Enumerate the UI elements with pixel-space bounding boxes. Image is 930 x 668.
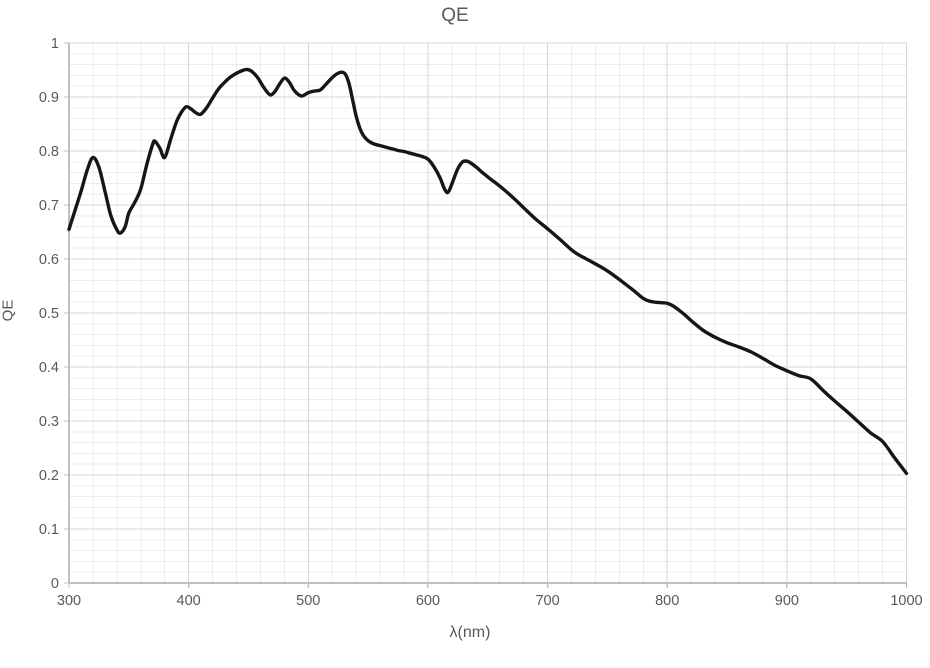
y-tick-label: 0.1: [39, 522, 59, 538]
x-tick-label: 900: [775, 593, 799, 609]
y-tick-label: 0.5: [39, 306, 59, 322]
y-tick-label: 0.9: [39, 90, 59, 106]
x-tick-label: 1000: [890, 593, 922, 609]
x-tick-label: 500: [296, 593, 320, 609]
x-tick-label: 700: [535, 593, 559, 609]
qe-curve: [67, 67, 909, 476]
y-tick-label: 0.2: [39, 468, 59, 484]
y-tick-label: 0.4: [39, 360, 59, 376]
y-axis-title: QE: [0, 299, 17, 322]
major-gridlines: [68, 42, 907, 584]
chart-title: QE: [441, 5, 469, 26]
x-tick-labels: 300 400 500 600 700 800 900 1000: [57, 593, 923, 609]
x-tick-label: 400: [177, 593, 201, 609]
y-tick-label: 0.8: [39, 144, 59, 160]
y-tick-label: 0: [51, 576, 59, 592]
x-tick-label: 600: [416, 593, 440, 609]
y-tick-labels: 0 0.1 0.2 0.3 0.4 0.5 0.6 0.7 0.8 0.9 1: [39, 36, 59, 592]
y-tick-label: 0.6: [39, 252, 59, 268]
y-tick-label: 0.3: [39, 414, 59, 430]
x-tick-label: 300: [57, 593, 81, 609]
x-tick-label: 800: [655, 593, 679, 609]
x-axis-title: λ(nm): [449, 624, 491, 641]
y-tick-label: 0.7: [39, 198, 59, 214]
y-tick-label: 1: [51, 36, 59, 52]
axes: [64, 42, 908, 588]
